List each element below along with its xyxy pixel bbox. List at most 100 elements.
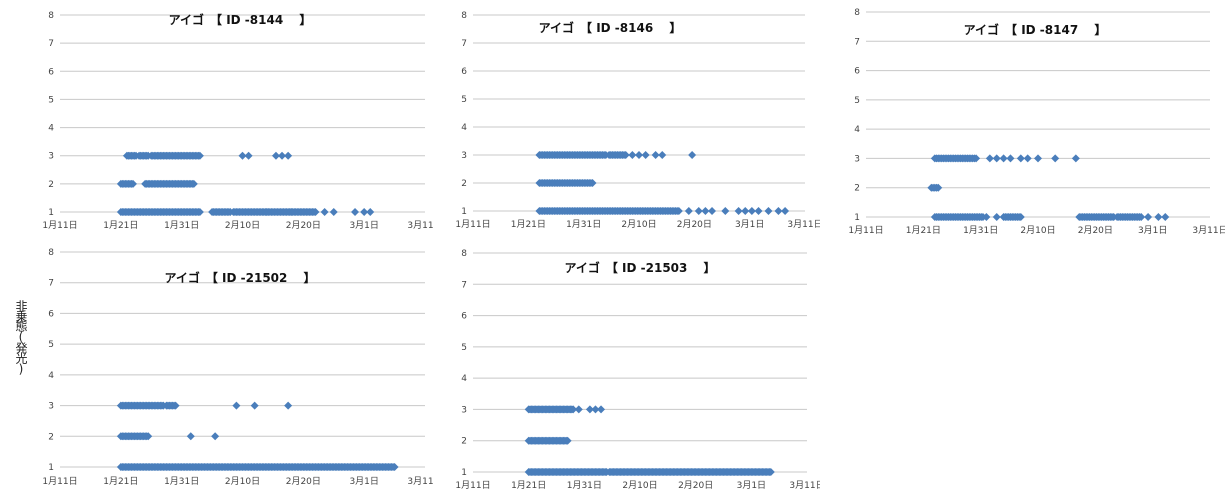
chart-title: アイゴ 【 ID -8147 】 [964, 22, 1107, 37]
data-point [982, 213, 991, 221]
data-point [701, 207, 710, 215]
y-tick-label: 8 [854, 8, 860, 18]
x-tick-label: 1月31日 [164, 476, 199, 487]
x-tick-label: 1月21日 [511, 219, 546, 230]
data-point [1051, 154, 1060, 163]
y-tick-label: 3 [461, 405, 467, 415]
y-tick-label: 6 [48, 309, 54, 319]
chart-svg: 1 2 3 4 5 6 7 8 1月11日 1月21日 1月31日 2月10日 2月20日 3月1日 3月1… [848, 8, 1225, 236]
data-point [144, 432, 153, 441]
data-point [628, 151, 637, 159]
y-tick-label: 5 [48, 340, 54, 350]
data-point [588, 179, 597, 187]
data-point [1006, 154, 1015, 163]
x-tick-label: 1月21日 [906, 225, 941, 236]
x-tick-label: 1月11日 [42, 476, 77, 487]
chart-svg: 1 2 3 4 5 6 7 8 1月11日 1月21日 1月31日 2月10日 2月20日 3月1日 3月1… [42, 11, 435, 231]
x-tick-label: 2月10日 [621, 219, 656, 230]
y-tick-label: 3 [48, 402, 54, 412]
data-point [238, 151, 247, 160]
data-point [569, 405, 578, 414]
chart-title: アイゴ 【 ID -21502 】 [164, 270, 315, 285]
data-point [189, 179, 198, 188]
chart-svg: 1 2 3 4 5 6 7 8 1月11日 1月21日 1月31日 2月10日 2月20日 3月1日 3月1… [42, 248, 435, 487]
y-tick-label: 6 [854, 67, 860, 77]
chart-panel-8147: 1 2 3 4 5 6 7 8 1月11日 1月21日 1月31日 2月10日 2月20日 3月1日 3月1… [840, 0, 1225, 240]
data-point [1154, 213, 1163, 221]
data-point [774, 207, 783, 215]
x-tick-label: 2月20日 [678, 480, 713, 491]
x-tick-label: 1月21日 [103, 220, 138, 231]
y-tick-label: 8 [461, 11, 467, 21]
data-point [754, 207, 763, 215]
chart-title: アイゴ 【 ID -8146 】 [539, 20, 682, 35]
data-point [591, 405, 600, 414]
y-tick-label: 4 [854, 125, 860, 135]
y-tick-label: 7 [48, 39, 54, 49]
y-tick-label: 4 [48, 371, 54, 381]
data-point [351, 208, 360, 216]
chart-panel-21503: 1 2 3 4 5 6 7 8 1月11日 1月21日 1月31日 2月10日 2月20日 3月1日 3月1… [445, 245, 820, 495]
y-tick-label: 2 [48, 432, 54, 442]
y-tick-label: 1 [48, 463, 54, 473]
data-point [195, 208, 204, 216]
x-tick-label: 2月20日 [1078, 225, 1113, 236]
y-tick-label: 8 [48, 11, 54, 21]
data-point [360, 208, 369, 216]
data-point [934, 183, 943, 192]
data-point [1023, 154, 1032, 163]
data-point [1034, 154, 1042, 163]
data-point [641, 151, 650, 159]
data-point [992, 213, 1001, 221]
y-tick-label: 7 [854, 37, 860, 47]
data-point [195, 151, 204, 160]
y-tick-label: 5 [461, 95, 467, 105]
data-point [781, 207, 790, 215]
y-tick-label: 2 [854, 184, 860, 194]
data-point [992, 154, 1001, 163]
data-point [621, 151, 630, 159]
data-point [708, 207, 717, 215]
x-tick-label: 3月1日 [737, 480, 766, 491]
data-point [985, 154, 994, 163]
data-point [734, 207, 743, 215]
x-tick-label: 3月1日 [349, 220, 378, 231]
y-tick-label: 2 [461, 437, 467, 447]
data-point [271, 151, 280, 160]
x-tick-label: 2月10日 [225, 476, 260, 487]
chart-svg: 1 2 3 4 5 6 7 8 1月11日 1月21日 1月31日 2月10日 2月20日 3月1日 3月1… [455, 249, 820, 491]
y-tick-label: 3 [461, 151, 467, 161]
y-tick-label: 4 [461, 374, 467, 384]
y-tick-label: 1 [48, 208, 54, 218]
data-point [972, 154, 981, 163]
data-point [764, 207, 773, 215]
x-tick-label: 3月11日 [1192, 225, 1225, 236]
y-tick-label: 7 [461, 280, 467, 290]
y-tick-label: 1 [854, 213, 860, 223]
data-point [694, 207, 703, 215]
y-tick-label: 4 [48, 124, 54, 134]
x-tick-label: 1月11日 [42, 220, 77, 231]
data-point [597, 405, 606, 414]
data-point [311, 208, 320, 216]
y-tick-label: 7 [48, 279, 54, 289]
data-point [574, 405, 583, 414]
chart-title: アイゴ 【 ID -21503 】 [564, 260, 715, 275]
y-tick-label: 1 [461, 468, 467, 478]
data-point [563, 436, 572, 445]
data-point [186, 432, 195, 441]
data-point [635, 151, 643, 159]
data-point [741, 207, 750, 215]
y-tick-label: 2 [48, 180, 54, 190]
x-tick-label: 2月20日 [677, 219, 712, 230]
data-point [688, 151, 697, 159]
x-tick-label: 3月11日 [407, 220, 435, 231]
y-tick-label: 4 [461, 123, 467, 133]
x-tick-label: 2月20日 [286, 220, 321, 231]
x-tick-label: 2月20日 [286, 476, 321, 487]
x-tick-label: 1月31日 [963, 225, 998, 236]
y-tick-label: 8 [48, 248, 54, 258]
x-tick-label: 2月10日 [1020, 225, 1055, 236]
data-point [232, 401, 241, 410]
x-tick-label: 1月11日 [455, 480, 490, 491]
